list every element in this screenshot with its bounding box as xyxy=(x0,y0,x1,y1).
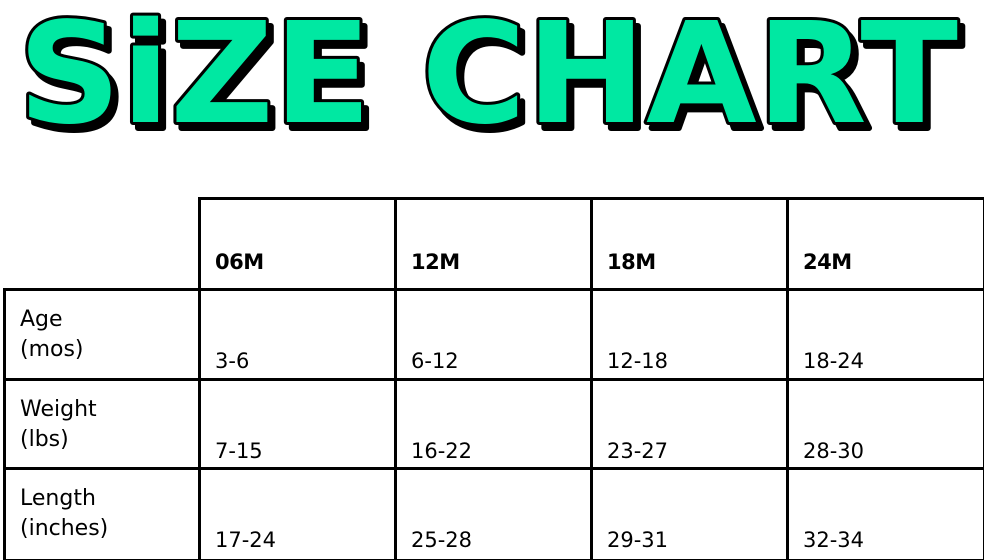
column-header-text: 18M xyxy=(607,250,656,274)
table-cell-text: 3-6 xyxy=(215,349,250,373)
column-header: 06M xyxy=(198,197,397,291)
table-cell-text: 7-15 xyxy=(215,439,263,463)
table-cell: 23-27 xyxy=(590,378,789,470)
size-chart-title: SiZE CHART xyxy=(15,0,961,150)
table-cell: 12-18 xyxy=(590,288,789,381)
table-cell-text: 17-24 xyxy=(215,528,277,552)
table-cell: 25-28 xyxy=(394,467,593,560)
column-header: 12M xyxy=(394,197,593,291)
column-header-text: 12M xyxy=(411,250,460,274)
column-header: 24M xyxy=(786,197,984,291)
table-cell-text: 16-22 xyxy=(411,439,473,463)
column-header: 18M xyxy=(590,197,789,291)
table-cell: 32-34 xyxy=(786,467,984,560)
row-label-text: Weight (lbs) xyxy=(20,397,97,452)
title-text: SiZE CHART xyxy=(18,0,958,150)
table-cell-text: 25-28 xyxy=(411,528,473,552)
row-label: Length (inches) xyxy=(3,467,201,560)
table-cell: 17-24 xyxy=(198,467,397,560)
table-cell: 18-24 xyxy=(786,288,984,381)
table-cell-text: 29-31 xyxy=(607,528,669,552)
table-cell: 6-12 xyxy=(394,288,593,381)
table-cell: 7-15 xyxy=(198,378,397,470)
table-cell-text: 23-27 xyxy=(607,439,669,463)
table-cell: 16-22 xyxy=(394,378,593,470)
table-cell-text: 12-18 xyxy=(607,349,669,373)
table-cell-text: 18-24 xyxy=(803,349,865,373)
row-label-text: Length (inches) xyxy=(20,486,109,541)
table-cell-text: 32-34 xyxy=(803,528,865,552)
table-cell: 28-30 xyxy=(786,378,984,470)
table-cell-text: 6-12 xyxy=(411,349,459,373)
column-header-text: 24M xyxy=(803,250,852,274)
table-cell-text: 28-30 xyxy=(803,439,865,463)
column-header-text: 06M xyxy=(215,250,264,274)
table-cell: 29-31 xyxy=(590,467,789,560)
row-label-text: Age (mos) xyxy=(20,307,84,362)
row-label: Weight (lbs) xyxy=(3,378,201,470)
row-label: Age (mos) xyxy=(3,288,201,381)
table-cell: 3-6 xyxy=(198,288,397,381)
